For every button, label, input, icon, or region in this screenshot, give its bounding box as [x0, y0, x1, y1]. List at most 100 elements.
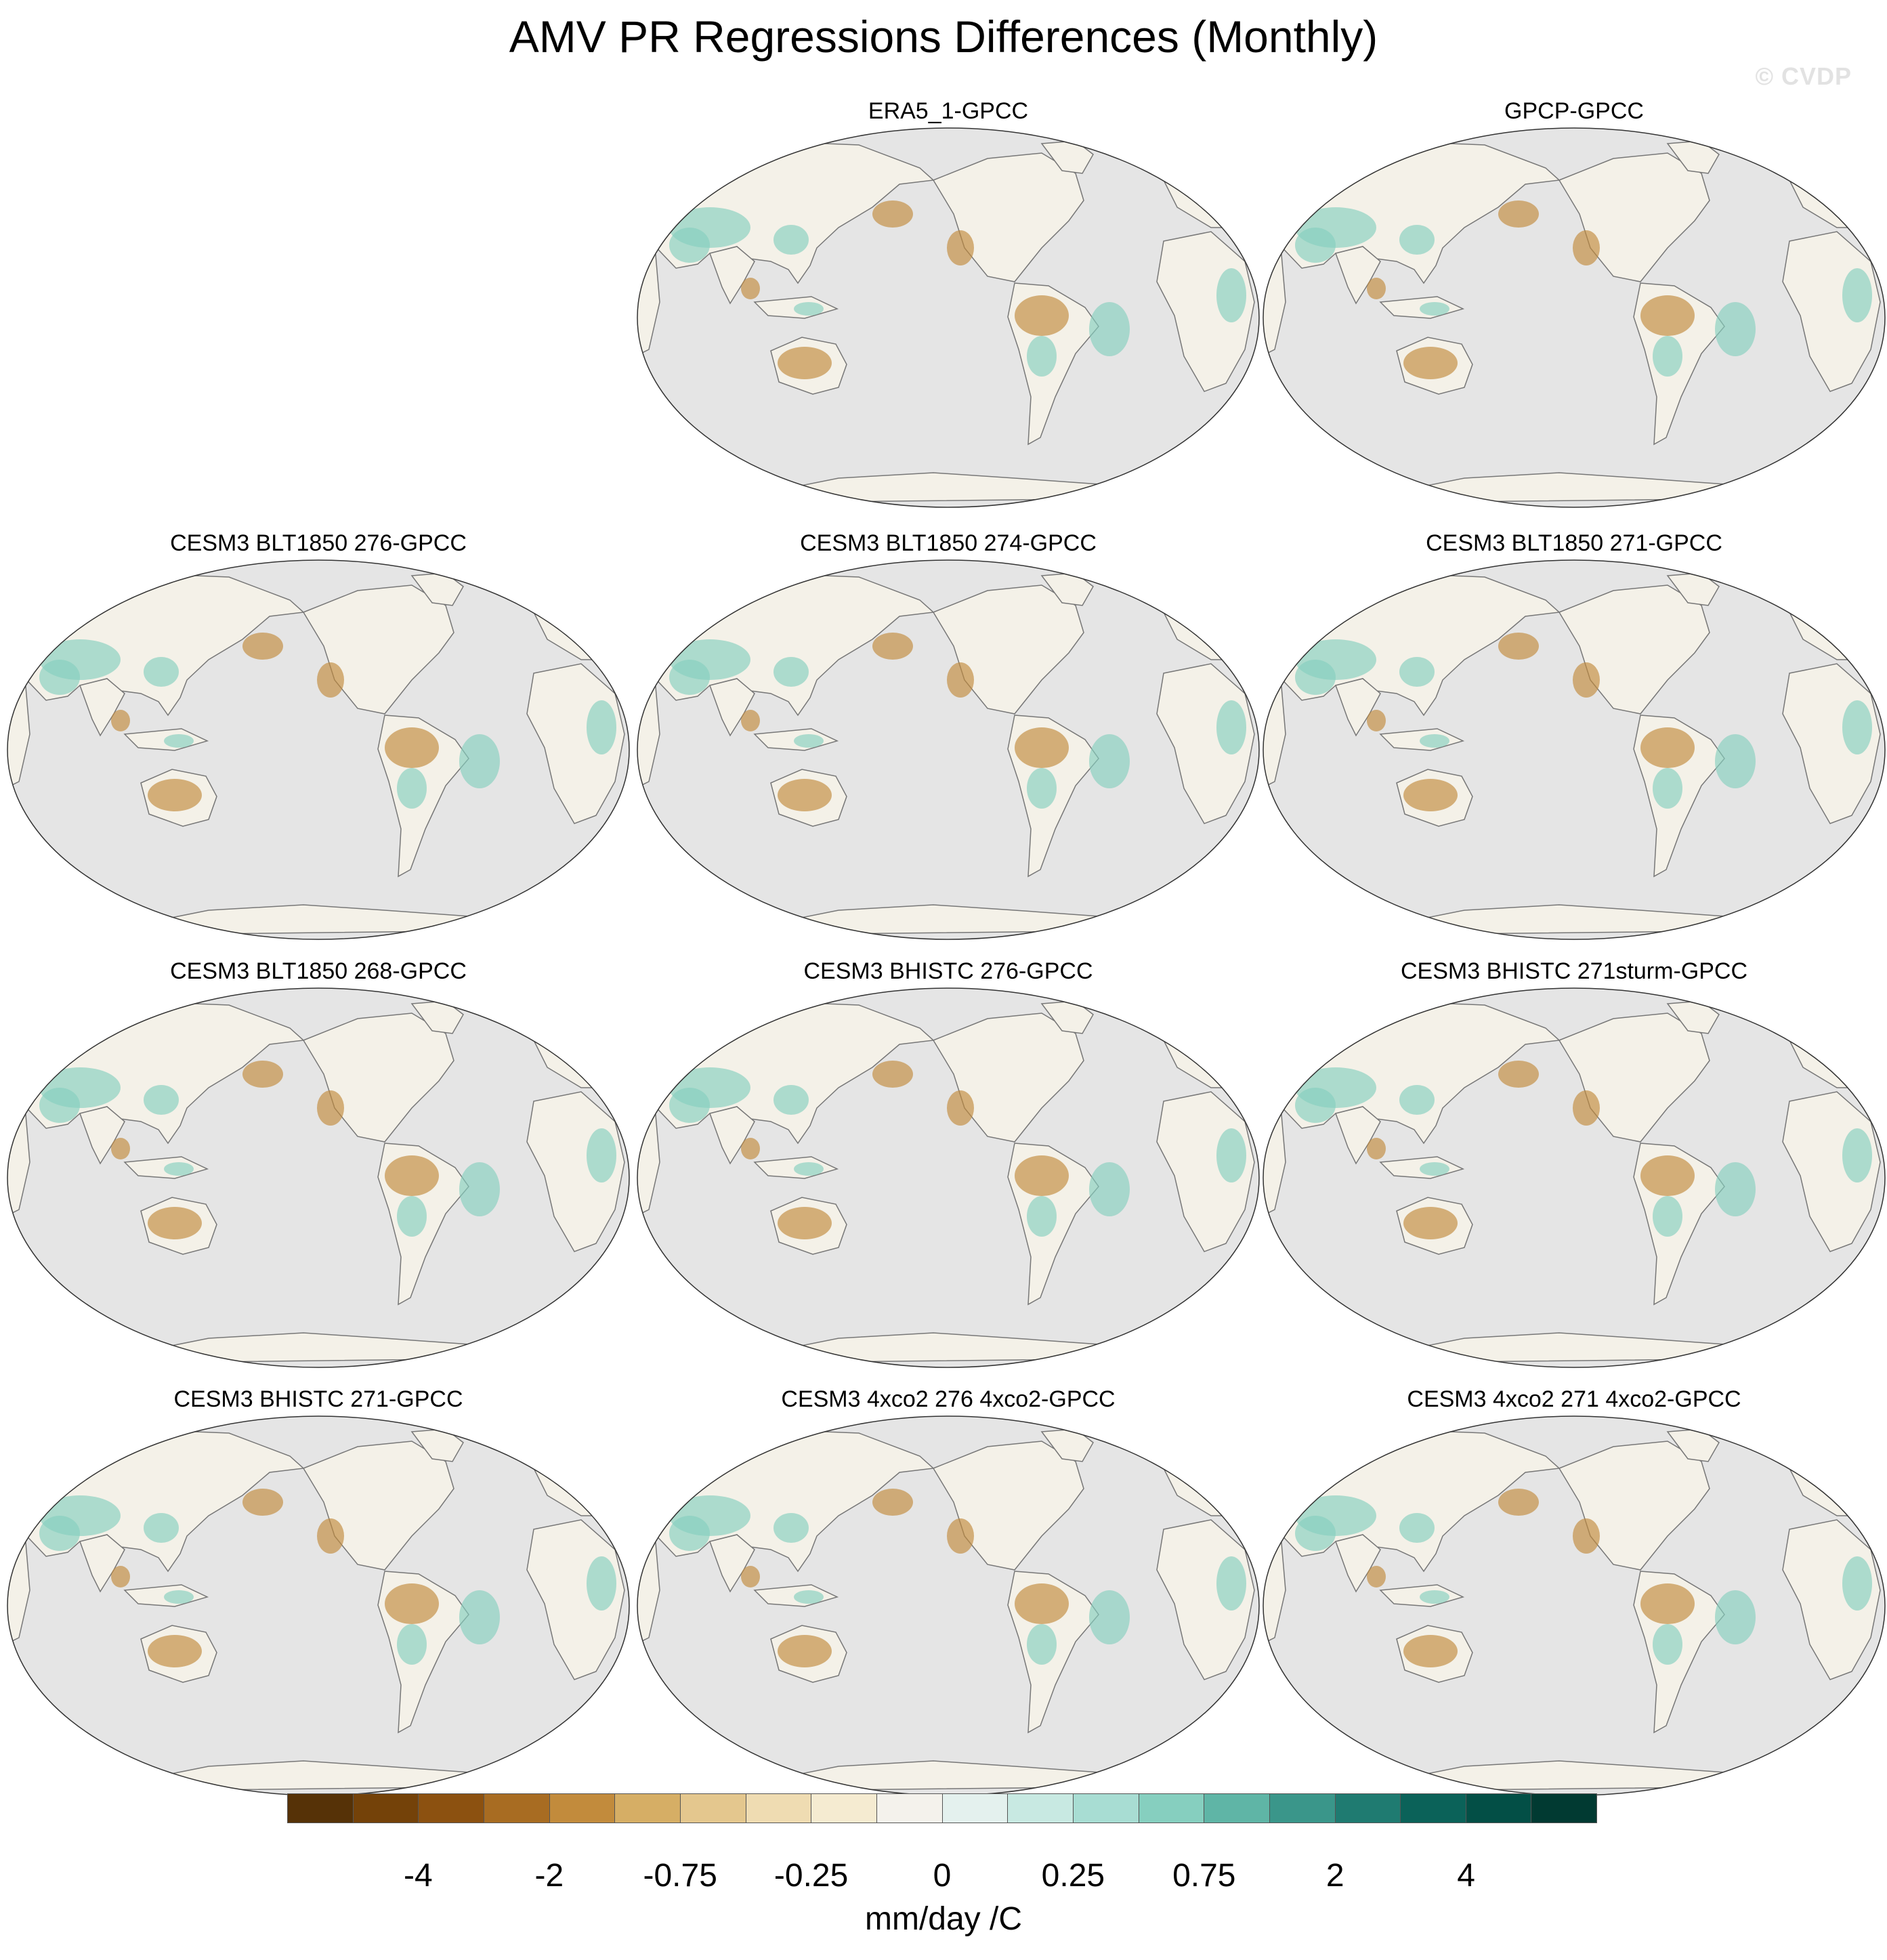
dry-anomaly-area — [872, 633, 913, 660]
wet-anomaly-area — [1842, 1556, 1872, 1611]
dry-anomaly-area — [947, 1518, 974, 1554]
panel-title: CESM3 BHISTC 271-GPCC — [173, 1386, 463, 1412]
dry-anomaly-area — [778, 1207, 832, 1239]
dry-anomaly-area — [1367, 710, 1386, 731]
dry-anomaly-area — [1015, 727, 1069, 768]
dry-anomaly-area — [1640, 1583, 1695, 1624]
dry-anomaly-area — [778, 779, 832, 811]
dry-anomaly-area — [1573, 230, 1600, 265]
map-border — [637, 127, 1260, 508]
colorbar-tick-label: 2 — [1326, 1858, 1344, 1894]
world-map — [637, 1415, 1260, 1796]
wet-anomaly-area — [587, 700, 616, 754]
colorbar-swatch — [1008, 1794, 1074, 1823]
colorbar-swatch — [1269, 1794, 1336, 1823]
map-panel-blt1850-268: CESM3 BLT1850 268-GPCC — [5, 958, 631, 1371]
dry-anomaly-area — [872, 1061, 913, 1088]
dry-anomaly-area — [741, 1566, 760, 1588]
colorbar-swatch — [353, 1794, 419, 1823]
dry-anomaly-area — [111, 1138, 130, 1159]
figure-title: AMV PR Regressions Differences (Monthly) — [509, 12, 1378, 62]
wet-anomaly-area — [1399, 1513, 1435, 1543]
dry-anomaly-area — [1640, 295, 1695, 336]
map-panel-gpcp: GPCP-GPCC — [1261, 98, 1887, 511]
map-border — [637, 987, 1260, 1368]
wet-anomaly-area — [1715, 1590, 1756, 1644]
wet-anomaly-area — [1295, 660, 1336, 695]
dry-anomaly-area — [1015, 1155, 1069, 1196]
wet-anomaly-area — [39, 660, 80, 695]
map-border — [7, 559, 630, 940]
panel-title: CESM3 BLT1850 268-GPCC — [170, 958, 467, 984]
dry-anomaly-area — [1367, 278, 1386, 299]
dry-anomaly-area — [317, 1090, 344, 1126]
dry-anomaly-area — [148, 1207, 202, 1239]
wet-anomaly-area — [1216, 700, 1246, 754]
dry-anomaly-area — [317, 662, 344, 698]
colorbar-swatch — [549, 1794, 616, 1823]
wet-anomaly-area — [669, 660, 710, 695]
colorbar-tick-label: -4 — [404, 1858, 433, 1894]
wet-anomaly-area — [1216, 1556, 1246, 1611]
world-map — [1263, 987, 1886, 1368]
dry-anomaly-area — [1403, 779, 1458, 811]
wet-anomaly-area — [144, 1513, 179, 1543]
dry-anomaly-area — [1367, 1566, 1386, 1588]
wet-anomaly-area — [459, 1162, 500, 1216]
map-border — [1263, 559, 1886, 940]
dry-anomaly-area — [148, 779, 202, 811]
dry-anomaly-area — [385, 1583, 439, 1624]
dry-anomaly-area — [111, 710, 130, 731]
world-map — [1263, 127, 1886, 508]
map-panel-bhistc-271sturm: CESM3 BHISTC 271sturm-GPCC — [1261, 958, 1887, 1371]
panel-title: GPCP-GPCC — [1504, 98, 1644, 124]
colorbar-swatch — [1073, 1794, 1139, 1823]
wet-anomaly-area — [1715, 302, 1756, 356]
wet-anomaly-area — [1027, 768, 1057, 809]
dry-anomaly-area — [1498, 1061, 1539, 1088]
colorbar-tick-label: -0.75 — [643, 1858, 717, 1894]
wet-anomaly-area — [1295, 228, 1336, 263]
dry-anomaly-area — [1498, 200, 1539, 228]
wet-anomaly-area — [164, 1162, 194, 1176]
wet-anomaly-area — [669, 228, 710, 263]
dry-anomaly-area — [1403, 1635, 1458, 1667]
wet-anomaly-area — [1027, 1624, 1057, 1665]
world-map — [637, 127, 1260, 508]
dry-anomaly-area — [741, 710, 760, 731]
map-panel-blt1850-274: CESM3 BLT1850 274-GPCC — [635, 530, 1261, 943]
wet-anomaly-area — [1653, 1196, 1682, 1237]
wet-anomaly-area — [773, 1085, 809, 1115]
map-border — [7, 987, 630, 1368]
panel-title: CESM3 4xco2 271 4xco2-GPCC — [1407, 1386, 1741, 1412]
wet-anomaly-area — [773, 225, 809, 255]
colorbar-tick-label: 0 — [933, 1858, 952, 1894]
world-map — [1263, 1415, 1886, 1796]
panel-title: ERA5_1-GPCC — [868, 98, 1029, 124]
map-panel-4xco2-271: CESM3 4xco2 271 4xco2-GPCC — [1261, 1386, 1887, 1799]
dry-anomaly-area — [1015, 295, 1069, 336]
colorbar-tick-label: 0.25 — [1041, 1858, 1105, 1894]
wet-anomaly-area — [39, 1088, 80, 1123]
wet-anomaly-area — [794, 302, 824, 316]
map-panel-bhistc-276: CESM3 BHISTC 276-GPCC — [635, 958, 1261, 1371]
wet-anomaly-area — [1420, 1590, 1449, 1604]
map-panel-blt1850-276: CESM3 BLT1850 276-GPCC — [5, 530, 631, 943]
colorbar-units: mm/day /C — [864, 1901, 1023, 1937]
dry-anomaly-area — [1403, 1207, 1458, 1239]
wet-anomaly-area — [794, 1590, 824, 1604]
panel-title: CESM3 BLT1850 274-GPCC — [800, 530, 1097, 556]
colorbar-swatch — [1401, 1794, 1466, 1823]
colorbar-swatch — [484, 1794, 550, 1823]
wet-anomaly-area — [1027, 1196, 1057, 1237]
dry-anomaly-area — [947, 1090, 974, 1126]
wet-anomaly-area — [1715, 1162, 1756, 1216]
map-panel-bhistc-271: CESM3 BHISTC 271-GPCC — [5, 1386, 631, 1799]
panel-title: CESM3 BHISTC 276-GPCC — [803, 958, 1093, 984]
wet-anomaly-area — [587, 1556, 616, 1611]
world-map — [7, 1415, 630, 1796]
dry-anomaly-area — [1573, 1518, 1600, 1554]
dry-anomaly-area — [148, 1635, 202, 1667]
cvdp-watermark: © CVDP — [1755, 62, 1852, 90]
wet-anomaly-area — [1216, 1128, 1246, 1183]
